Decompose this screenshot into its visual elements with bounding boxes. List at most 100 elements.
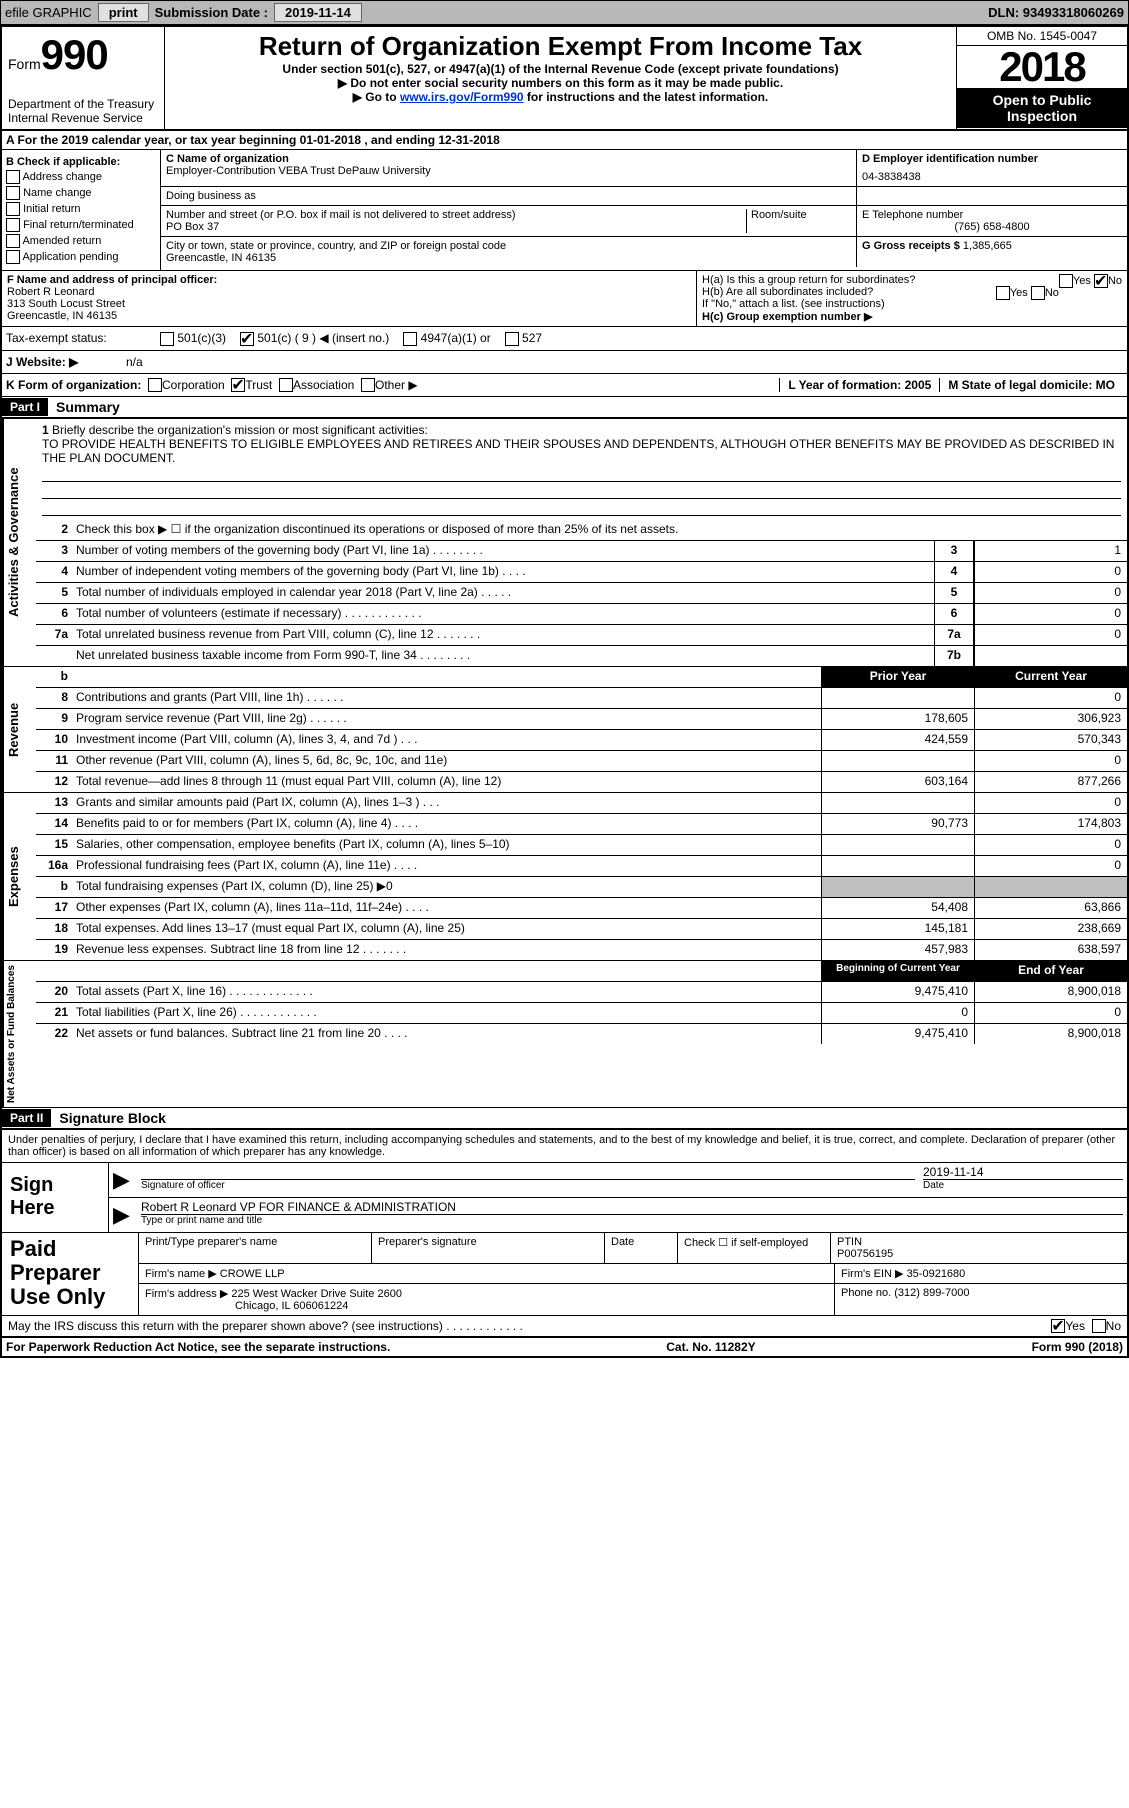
current-val: 0 — [974, 751, 1127, 771]
cb-discuss-no[interactable] — [1092, 1319, 1106, 1333]
prep-check: Check ☐ if self-employed — [678, 1233, 831, 1263]
prior-val — [821, 877, 974, 897]
part1-header: Part I — [2, 398, 48, 416]
print-button[interactable]: print — [98, 3, 149, 22]
dba-label: Doing business as — [166, 190, 851, 202]
prior-val: 603,164 — [821, 772, 974, 792]
line-num: 19 — [36, 940, 72, 960]
cb-501c3[interactable] — [160, 332, 174, 346]
col-prior: Prior Year — [821, 667, 974, 687]
tax-exempt-label: Tax-exempt status: — [6, 331, 146, 345]
officer-name: Robert R Leonard — [7, 286, 691, 298]
line-desc: Total number of volunteers (estimate if … — [72, 604, 934, 624]
cb-hb-no[interactable] — [1031, 286, 1045, 300]
addr-value: PO Box 37 — [166, 221, 746, 233]
ptin-value: P00756195 — [837, 1248, 1121, 1260]
prior-val: 9,475,410 — [821, 1024, 974, 1044]
form-word: Form — [8, 56, 41, 72]
line-desc: Net assets or fund balances. Subtract li… — [72, 1024, 821, 1044]
efile-label: efile GRAPHIC — [5, 5, 92, 20]
line-desc: Program service revenue (Part VIII, line… — [72, 709, 821, 729]
line-num: 3 — [36, 541, 72, 561]
sign-here: Sign Here — [2, 1163, 109, 1232]
phone-value: (765) 658-4800 — [862, 221, 1122, 233]
website-value: n/a — [126, 355, 143, 369]
line-num: 6 — [36, 604, 72, 624]
cb-527[interactable] — [505, 332, 519, 346]
line-desc: Other revenue (Part VIII, column (A), li… — [72, 751, 821, 771]
cb-final-return[interactable] — [6, 218, 20, 232]
current-val: 0 — [974, 1003, 1127, 1023]
cb-ha-yes[interactable] — [1059, 274, 1073, 288]
form990-link[interactable]: www.irs.gov/Form990 — [400, 90, 524, 104]
line-num: b — [36, 877, 72, 897]
current-val: 174,803 — [974, 814, 1127, 834]
line-num: 15 — [36, 835, 72, 855]
side-net-assets: Net Assets or Fund Balances — [2, 961, 36, 1107]
cb-4947[interactable] — [403, 332, 417, 346]
cb-name-change[interactable] — [6, 186, 20, 200]
cb-app-pending[interactable] — [6, 250, 20, 264]
line-num: 5 — [36, 583, 72, 603]
dln: DLN: 93493318060269 — [988, 5, 1124, 20]
form-title: Return of Organization Exempt From Incom… — [171, 31, 950, 62]
firm-ein-label: Firm's EIN ▶ — [841, 1268, 904, 1280]
room-label: Room/suite — [746, 209, 851, 233]
c-name-label: C Name of organization — [166, 153, 851, 165]
line-val: 1 — [974, 541, 1127, 561]
line-box: 6 — [934, 604, 974, 624]
prep-date-label: Date — [605, 1233, 678, 1263]
cb-501c[interactable] — [240, 332, 254, 346]
cb-address-change[interactable] — [6, 170, 20, 184]
cb-amended[interactable] — [6, 234, 20, 248]
current-val: 638,597 — [974, 940, 1127, 960]
prep-sig-label: Preparer's signature — [372, 1233, 605, 1263]
line-num: 17 — [36, 898, 72, 918]
line-box: 7b — [934, 646, 974, 666]
line-num: 20 — [36, 982, 72, 1002]
current-val: 0 — [974, 793, 1127, 813]
prior-val — [821, 835, 974, 855]
line-num: 12 — [36, 772, 72, 792]
open-public-2: Inspection — [961, 108, 1123, 124]
line-num: 4 — [36, 562, 72, 582]
cb-assoc[interactable] — [279, 378, 293, 392]
col-end: End of Year — [974, 961, 1127, 981]
line-box: 3 — [934, 541, 974, 561]
line-desc: Total unrelated business revenue from Pa… — [72, 625, 934, 645]
line-box: 7a — [934, 625, 974, 645]
l-year: L Year of formation: 2005 — [779, 378, 939, 392]
q1-text: Briefly describe the organization's miss… — [52, 423, 428, 437]
current-val: 877,266 — [974, 772, 1127, 792]
firm-name-label: Firm's name ▶ — [145, 1268, 217, 1280]
current-val: 0 — [974, 856, 1127, 876]
header-right: OMB No. 1545-0047 2018 Open to Public In… — [956, 27, 1127, 129]
footer-right: Form 990 (2018) — [1032, 1340, 1123, 1354]
cb-ha-no[interactable] — [1094, 274, 1108, 288]
line-desc: Total number of individuals employed in … — [72, 583, 934, 603]
cb-initial-return[interactable] — [6, 202, 20, 216]
line-val: 0 — [974, 604, 1127, 624]
prior-val: 145,181 — [821, 919, 974, 939]
city-label: City or town, state or province, country… — [166, 240, 851, 252]
cb-corp[interactable] — [148, 378, 162, 392]
cb-trust[interactable] — [231, 378, 245, 392]
cb-hb-yes[interactable] — [996, 286, 1010, 300]
submission-date: 2019-11-14 — [274, 3, 362, 22]
hc-label: H(c) Group exemption number ▶ — [702, 310, 1122, 323]
line-desc: Grants and similar amounts paid (Part IX… — [72, 793, 821, 813]
cb-other[interactable] — [361, 378, 375, 392]
line-num: 8 — [36, 688, 72, 708]
m-state: M State of legal domicile: MO — [939, 378, 1123, 392]
ptin-label: PTIN — [837, 1236, 1121, 1248]
top-bar: efile GRAPHIC print Submission Date : 20… — [0, 0, 1129, 25]
line-desc: Total liabilities (Part X, line 26) . . … — [72, 1003, 821, 1023]
hb-label: H(b) Are all subordinates included? — [702, 286, 873, 298]
footer-left: For Paperwork Reduction Act Notice, see … — [6, 1340, 390, 1354]
ha-label: H(a) Is this a group return for subordin… — [702, 274, 915, 286]
cb-discuss-yes[interactable] — [1051, 1319, 1065, 1333]
dept-treasury: Department of the Treasury — [8, 97, 158, 111]
part1-title: Summary — [48, 397, 128, 417]
k-label: K Form of organization: — [6, 378, 141, 392]
current-val: 0 — [974, 688, 1127, 708]
